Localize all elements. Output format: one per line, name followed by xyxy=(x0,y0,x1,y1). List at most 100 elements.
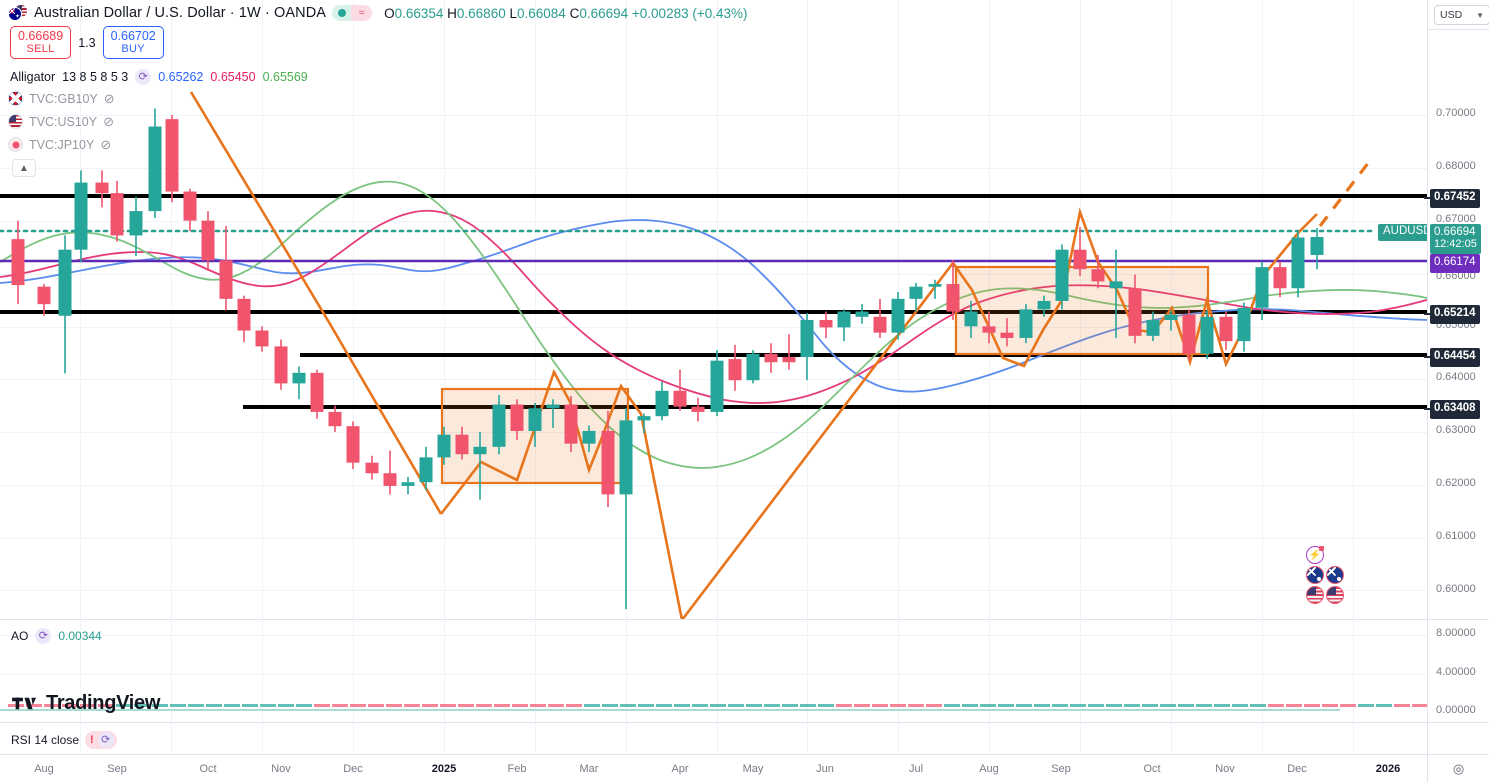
price-tick: 0.65000 xyxy=(1436,319,1476,331)
market-status-pill[interactable]: ≈ xyxy=(332,5,373,21)
price-level-tag[interactable]: 0.63408 xyxy=(1424,400,1480,419)
eye-off-icon[interactable]: ⊘ xyxy=(100,137,112,152)
trendline-downleg xyxy=(189,91,443,515)
candle-body xyxy=(528,408,542,431)
time-tick: Mar xyxy=(579,763,599,775)
pane-separator-ao[interactable] xyxy=(0,619,1427,620)
refresh-icon[interactable]: ⟳ xyxy=(97,732,114,748)
ma-price-tag[interactable]: 0.66174 xyxy=(1430,254,1480,273)
candle-body xyxy=(1164,314,1178,320)
refresh-icon[interactable]: ⟳ xyxy=(35,628,52,644)
warning-icon[interactable]: ! xyxy=(90,734,94,746)
chevron-up-icon[interactable]: ▲ xyxy=(12,159,36,177)
symbol-title[interactable]: Australian Dollar / U.S. Dollar · 1W · O… xyxy=(34,5,327,21)
price-level-tag[interactable]: 0.64454 xyxy=(1424,348,1480,367)
ao-bar xyxy=(602,704,618,707)
gridline-vertical xyxy=(535,0,536,754)
ao-bar xyxy=(260,704,276,707)
indicator-legend-rsi[interactable]: RSI 14 close ! ⟳ xyxy=(11,731,117,749)
candle-body xyxy=(982,326,996,333)
jp-flag-icon xyxy=(8,137,23,152)
current-price-tag[interactable]: 0.66694 12:42:05 xyxy=(1430,224,1481,254)
ao-bar xyxy=(1250,704,1266,707)
chart-plot-area[interactable]: AUDUSD ⚡ TradingView xyxy=(0,0,1489,754)
gridline-vertical xyxy=(1262,0,1263,754)
gridline-horizontal xyxy=(0,327,1427,328)
gridline-vertical xyxy=(444,0,445,754)
symbol-legend-row[interactable]: Australian Dollar / U.S. Dollar · 1W · O… xyxy=(8,4,748,22)
time-tick-year: 2025 xyxy=(431,763,457,775)
price-tick: 0.61000 xyxy=(1436,530,1476,542)
ao-bar xyxy=(1358,704,1374,707)
candle-body xyxy=(964,311,978,327)
au-flag-event-icon[interactable] xyxy=(1306,566,1324,584)
gb10y-label[interactable]: TVC:GB10Y xyxy=(29,91,98,106)
event-row[interactable] xyxy=(1306,566,1344,584)
price-tick: 8.00000 xyxy=(1436,627,1476,639)
event-row[interactable]: ⚡ xyxy=(1306,546,1344,564)
au-flag-event-icon[interactable] xyxy=(1326,566,1344,584)
candle-body xyxy=(310,372,324,412)
eye-off-icon[interactable]: ⊘ xyxy=(103,114,114,129)
time-tick: Sep xyxy=(1051,763,1071,775)
rsi-status-badge[interactable]: ! ⟳ xyxy=(85,731,117,749)
candle-body xyxy=(1219,316,1233,342)
time-axis[interactable]: Aug Sep Oct Nov Dec 2025 Feb Mar Apr May… xyxy=(0,754,1427,782)
ohlc-close-label: C xyxy=(569,5,580,21)
sidebar-item-us10y[interactable]: TVC:US10Y ⊘ xyxy=(8,114,114,129)
price-level-tag[interactable]: 0.65214 xyxy=(1424,305,1480,324)
refresh-icon[interactable]: ⟳ xyxy=(135,69,152,85)
candle-body xyxy=(1073,249,1087,270)
ao-bar xyxy=(764,704,780,707)
ao-bar xyxy=(512,704,528,707)
pane-separator-rsi[interactable] xyxy=(0,722,1427,723)
rsi-name[interactable]: RSI 14 close xyxy=(11,733,80,747)
candle-body xyxy=(148,126,162,212)
alligator-name[interactable]: Alligator xyxy=(10,70,56,84)
time-tick: Nov xyxy=(1215,763,1235,775)
us10y-label[interactable]: TVC:US10Y xyxy=(29,114,98,129)
currency-select[interactable]: USD ▼ xyxy=(1434,5,1489,25)
indicator-legend-ao[interactable]: AO ⟳ 0.00344 xyxy=(11,628,102,644)
ao-name[interactable]: AO xyxy=(11,629,29,643)
chevron-down-icon[interactable]: ▼ xyxy=(1476,10,1484,20)
gridline-horizontal xyxy=(0,221,1427,222)
ao-bar xyxy=(134,704,150,707)
price-axis[interactable]: USD ▼ 0.70000 0.69000 0.68000 0.67000 0.… xyxy=(1424,0,1489,760)
us-flag-event-icon[interactable] xyxy=(1306,586,1324,604)
gridline-horizontal xyxy=(0,635,1427,636)
gridline-vertical xyxy=(171,0,172,754)
ao-bar xyxy=(548,704,564,707)
economic-event-bolt-icon[interactable]: ⚡ xyxy=(1306,546,1324,564)
ao-bar xyxy=(152,704,168,707)
buy-button[interactable]: 0.66702 BUY xyxy=(102,26,164,60)
candle-body xyxy=(183,191,197,221)
eye-off-icon[interactable]: ⊘ xyxy=(103,91,115,106)
us-flag-event-icon[interactable] xyxy=(1326,586,1344,604)
candle-body xyxy=(1000,332,1014,338)
sell-button[interactable]: 0.66689 SELL xyxy=(10,26,72,60)
candle-body xyxy=(95,182,109,194)
event-row[interactable] xyxy=(1306,586,1344,604)
gridline-vertical xyxy=(989,0,990,754)
series-label-tag: AUDUSD xyxy=(1378,224,1437,241)
jp10y-label[interactable]: TVC:JP10Y xyxy=(29,137,95,152)
tradingview-watermark: TradingView xyxy=(12,692,160,715)
candle-body xyxy=(710,360,724,412)
trade-buttons-group[interactable]: 0.66689 SELL 1.3 0.66702 BUY xyxy=(10,26,164,60)
price-level-tag[interactable]: 0.67452 xyxy=(1424,189,1480,208)
ao-bar xyxy=(1178,704,1194,707)
sidebar-item-jp10y[interactable]: TVC:JP10Y ⊘ xyxy=(8,137,111,152)
gridline-vertical xyxy=(1080,0,1081,754)
alligator-params: 13 8 5 8 5 3 xyxy=(62,70,129,84)
candle-body xyxy=(346,426,360,463)
gridline-horizontal xyxy=(0,485,1427,486)
price-tick: 0.70000 xyxy=(1436,107,1476,119)
economic-events-stack[interactable]: ⚡ xyxy=(1306,546,1344,606)
data-delayed-wave-icon: ≈ xyxy=(351,5,373,21)
ao-bar xyxy=(638,704,654,707)
timezone-settings-icon[interactable]: ◎ xyxy=(1427,754,1489,782)
sidebar-item-gb10y[interactable]: TVC:GB10Y ⊘ xyxy=(8,91,115,106)
candle-body xyxy=(110,193,124,236)
indicator-legend-alligator[interactable]: Alligator 13 8 5 8 5 3 ⟳ 0.65262 0.65450… xyxy=(10,69,308,85)
